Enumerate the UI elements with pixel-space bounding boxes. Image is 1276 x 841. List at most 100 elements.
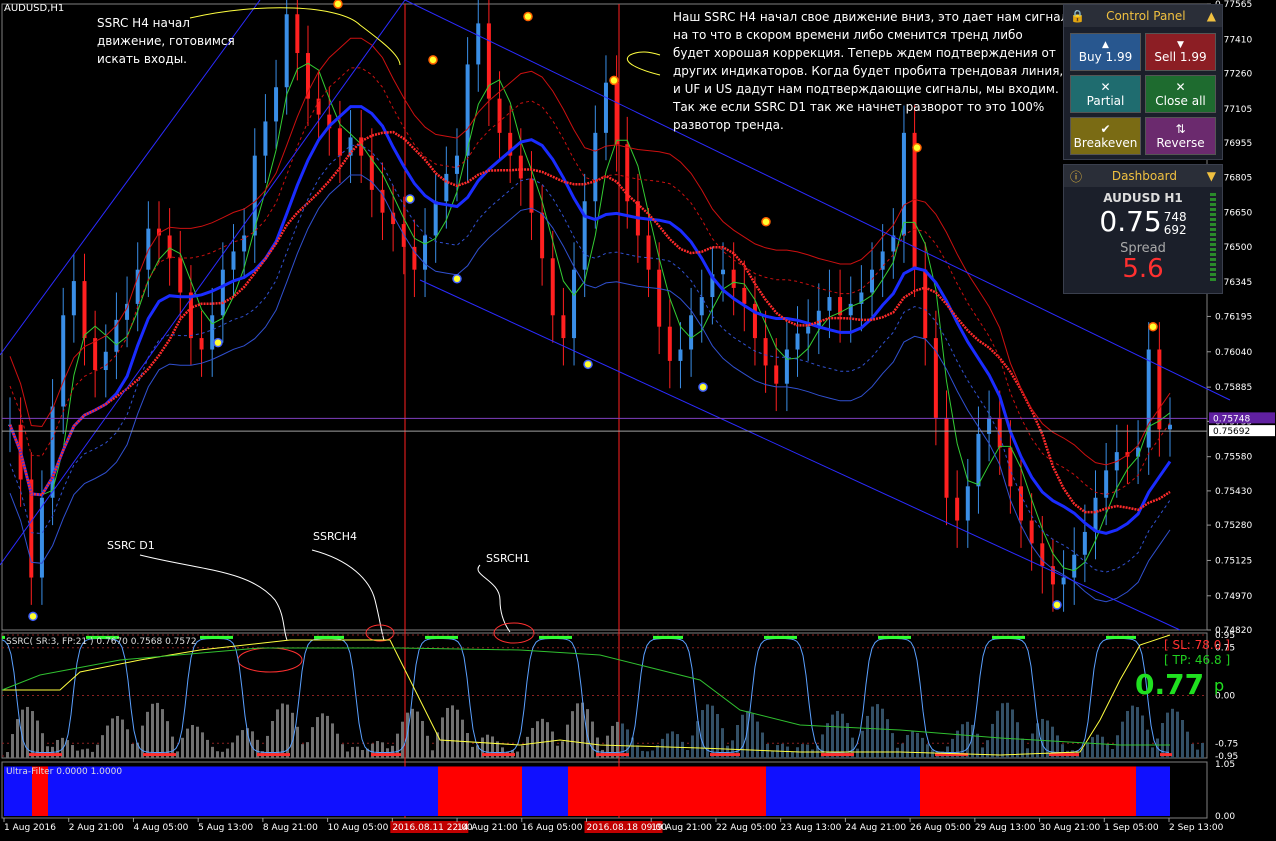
ssrc-top-mark [1118, 635, 1121, 639]
ssrc-bottom-mark [149, 753, 152, 757]
ssrc-top-mark [1022, 635, 1025, 639]
oscillator-histogram-bar [1016, 722, 1019, 758]
swing-low-marker [213, 337, 223, 348]
annotation-arrow [311, 549, 385, 641]
oscillator-histogram-bar [526, 736, 529, 758]
oscillator-histogram-bar [466, 733, 469, 758]
oscillator-tick-label: 0.95 [1215, 631, 1235, 641]
reverse-button[interactable]: ⇅ Reverse [1145, 117, 1216, 155]
collapse-icon[interactable]: ▲ [1206, 9, 1216, 23]
ssrc-top-mark [542, 635, 545, 639]
x-tick-label: 24 Aug 21:00 [845, 823, 906, 833]
ssrc-top-mark [1007, 635, 1010, 639]
price-bar [561, 315, 566, 339]
oscillator-histogram-bar [641, 750, 644, 758]
price-bar [380, 189, 385, 213]
oscillator-histogram-bar [291, 712, 294, 758]
ssrc-top-mark [908, 635, 911, 639]
ssrc-bottom-mark [509, 753, 512, 757]
oscillator-histogram-bar [91, 751, 94, 758]
price-bar [593, 132, 598, 202]
price-bar [242, 235, 247, 252]
ssrc-top-mark [1004, 635, 1007, 639]
price-bar [29, 479, 34, 578]
price-bar [582, 201, 587, 270]
ssrc-bottom-mark [269, 753, 272, 757]
price-bar [1146, 349, 1151, 448]
ssrc-bottom-mark [383, 753, 386, 757]
price-bar [518, 155, 523, 179]
ultra-filter-tick-label: 1.05 [1215, 760, 1235, 770]
buy-label: Buy 1.99 [1078, 50, 1133, 64]
trend-channel-line [0, 0, 406, 566]
price-bar [1061, 577, 1066, 585]
swing-high-marker [912, 142, 922, 153]
x-tick-label: 2 Sep 13:00 [1169, 823, 1224, 833]
price-bar [742, 287, 747, 304]
price-bar [71, 281, 76, 316]
ssrc-top-mark [896, 635, 899, 639]
ssrc-bottom-mark [50, 753, 53, 757]
oscillator-histogram-bar [86, 748, 89, 758]
price-bar [508, 132, 513, 156]
window-title: AUDUSD,H1 [4, 3, 65, 14]
oscillator-histogram-bar [336, 733, 339, 758]
collapse-icon[interactable]: ▼ [1206, 169, 1216, 183]
oscillator-histogram-bar [341, 744, 344, 758]
oscillator-histogram-bar [211, 746, 214, 758]
price-bar [763, 338, 768, 366]
oscillator-histogram-bar [691, 735, 694, 758]
buy-button[interactable]: ▲ Buy 1.99 [1070, 33, 1141, 71]
oscillator-histogram-bar [1191, 743, 1194, 758]
price-bar [114, 319, 119, 352]
oscillator-histogram-bar [441, 717, 444, 758]
oscillator-histogram-bar [906, 734, 909, 758]
ssrc-bottom-mark [497, 753, 500, 757]
ssrc-top-mark [1019, 635, 1022, 639]
oscillator-histogram-bar [571, 711, 574, 758]
oscillator-histogram-bar [746, 710, 749, 758]
oscillator-histogram-bar [216, 751, 219, 758]
partial-button[interactable]: ✕ Partial [1070, 75, 1141, 113]
oscillator-histogram-bar [176, 751, 179, 758]
tp-label: [ TP: 46.8 ] [1164, 653, 1231, 667]
ssrc-top-mark [92, 635, 95, 639]
breakeven-button[interactable]: ✔ Breakeven [1070, 117, 1141, 155]
ma-slow-blue-line [8, 105, 1172, 535]
oscillator-histogram-bar [156, 702, 159, 758]
oscillator-histogram-bar [81, 749, 84, 758]
oscillator-histogram-bar [916, 732, 919, 758]
pips-value: 0.77 [1135, 668, 1205, 701]
ssrc-top-mark [782, 635, 785, 639]
oscillator-histogram-bar [1051, 726, 1054, 758]
ssrc-bottom-mark [167, 753, 170, 757]
oscillator-histogram-bar [166, 721, 169, 758]
ssrc-bottom-mark [395, 753, 398, 757]
ssrc-top-mark [206, 635, 209, 639]
ssrc-bottom-mark [1067, 753, 1070, 757]
ssrc-bottom-mark [848, 753, 851, 757]
check-icon: ✔ [1100, 122, 1111, 136]
oscillator-histogram-bar [11, 734, 14, 758]
ssrc-bottom-mark [173, 753, 176, 757]
price-bar [337, 128, 342, 156]
price-bar [156, 228, 161, 236]
ssrc-bottom-mark [500, 753, 503, 757]
ultra-filter-label: Ultra-Filter 0.0000 1.0000 [6, 767, 123, 777]
ultra-filter-segment [766, 766, 920, 816]
price-bar [955, 497, 960, 521]
sell-button[interactable]: ▼ Sell 1.99 [1145, 33, 1216, 71]
oscillator-histogram-bar [541, 718, 544, 758]
ssrc-bottom-mark [38, 753, 41, 757]
ssrc-top-mark [455, 635, 458, 639]
ultra-filter-pane-frame [1, 761, 1208, 819]
close-all-button[interactable]: ✕ Close all [1145, 75, 1216, 113]
oscillator-histogram-bar [76, 750, 79, 758]
ssrc-d1-line [1, 647, 1170, 746]
oscillator-histogram-bar [1041, 718, 1044, 758]
ssrc-top-mark [794, 635, 797, 639]
ma-fast-line [9, 62, 1171, 572]
swing-high-marker [609, 75, 619, 86]
